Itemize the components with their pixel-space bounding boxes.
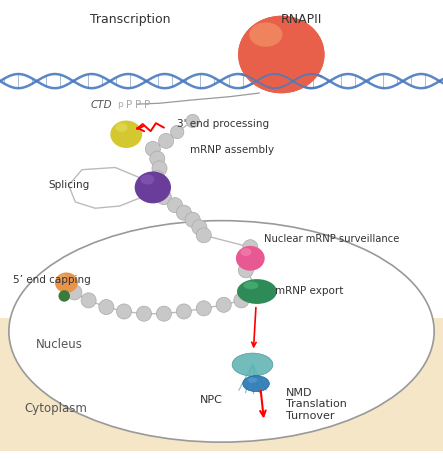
Circle shape [196,228,211,243]
Text: Transcription: Transcription [90,12,171,26]
Circle shape [152,161,167,176]
Ellipse shape [232,353,273,376]
Circle shape [234,293,249,308]
Ellipse shape [140,174,154,185]
Ellipse shape [248,377,257,383]
Circle shape [243,240,258,255]
Circle shape [145,141,160,157]
Text: mRNP export: mRNP export [275,285,343,296]
Circle shape [186,114,199,128]
Text: 5’ end capping: 5’ end capping [13,275,91,285]
Circle shape [196,301,211,316]
Ellipse shape [249,22,283,47]
Ellipse shape [110,121,142,148]
Ellipse shape [238,16,324,93]
Ellipse shape [237,279,277,304]
Circle shape [216,297,231,312]
Circle shape [117,304,132,319]
Text: RNAPII: RNAPII [280,12,322,26]
Circle shape [192,220,207,235]
Text: Turnover: Turnover [286,410,334,420]
Ellipse shape [236,246,264,271]
Circle shape [99,299,114,314]
Circle shape [171,125,184,139]
Text: CTD: CTD [91,100,113,110]
Text: P: P [144,100,150,110]
Ellipse shape [9,221,434,442]
Ellipse shape [55,273,78,293]
Circle shape [67,285,82,300]
Ellipse shape [243,281,259,289]
Text: 3' end processing: 3' end processing [177,119,269,129]
Circle shape [150,151,165,166]
Ellipse shape [116,123,128,132]
Circle shape [156,190,171,205]
Ellipse shape [241,248,252,256]
Polygon shape [0,318,443,451]
Circle shape [176,304,191,319]
Circle shape [176,205,191,220]
Text: P: P [135,100,141,110]
Ellipse shape [135,172,171,203]
Circle shape [159,134,174,148]
Text: NMD: NMD [286,388,312,398]
Text: Nucleus: Nucleus [35,338,82,351]
Circle shape [167,198,183,213]
Text: mRNP assembly: mRNP assembly [190,145,275,155]
Text: P: P [126,100,132,110]
Circle shape [156,306,171,321]
Circle shape [238,263,253,278]
Ellipse shape [238,16,324,93]
Ellipse shape [58,274,67,281]
Circle shape [185,212,200,227]
Text: p: p [117,100,123,109]
Circle shape [58,290,70,302]
Text: Cytoplasm: Cytoplasm [24,403,87,415]
Circle shape [81,293,96,308]
Text: Splicing: Splicing [48,180,89,190]
Circle shape [136,306,152,321]
Ellipse shape [243,375,269,392]
Circle shape [150,171,165,185]
Text: Nuclear mRNP surveillance: Nuclear mRNP surveillance [264,234,399,244]
Text: Translation: Translation [286,399,346,409]
Text: NPC: NPC [199,395,222,405]
Circle shape [249,284,264,299]
